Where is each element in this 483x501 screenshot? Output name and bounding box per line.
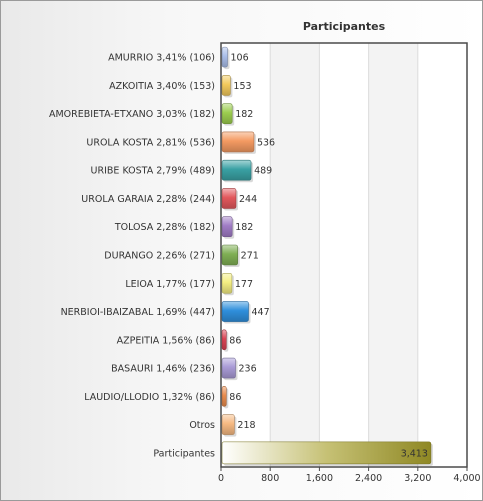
data-label: 86 — [229, 392, 241, 403]
category-label: AZKOITIA 3,40% (153) — [109, 81, 215, 92]
plot-border — [220, 42, 468, 468]
grid-band — [270, 43, 320, 467]
bar — [221, 272, 233, 294]
data-label: 218 — [237, 420, 255, 431]
bar — [221, 131, 255, 153]
bar — [221, 386, 227, 407]
bar — [221, 441, 432, 465]
category-label: BASAURI 1,46% (236) — [111, 364, 215, 375]
category-label: LAUDIO/LLODIO 1,32% (86) — [84, 392, 215, 403]
category-label: LEIOA 1,77% (177) — [125, 279, 215, 290]
category-label: DURANGO 2,26% (271) — [104, 251, 215, 262]
data-label: 271 — [241, 251, 259, 262]
category-label: UROLA KOSTA 2,81% (536) — [86, 137, 215, 148]
data-label: 3,413 — [401, 448, 428, 459]
data-label: 86 — [229, 335, 241, 346]
bar — [221, 244, 238, 266]
data-label: 153 — [233, 81, 251, 92]
data-label: 244 — [239, 194, 257, 205]
bar — [221, 46, 228, 68]
category-label: Otros — [189, 420, 215, 431]
x-tick-label: 0 — [218, 473, 224, 484]
bar — [221, 357, 236, 379]
data-label: 106 — [231, 53, 249, 64]
bar — [221, 188, 237, 209]
data-label: 236 — [239, 364, 257, 375]
plot-area: AMURRIO 3,41% (106) 106 AZKOITIA 3,40% (15… — [49, 42, 481, 484]
grid-band — [368, 43, 418, 467]
plot-background — [221, 43, 467, 467]
x-tick-label: 1,600 — [306, 473, 333, 484]
data-label: 177 — [235, 279, 253, 290]
bar — [221, 329, 227, 351]
bar — [221, 75, 231, 96]
category-label: URIBE KOSTA 2,79% (489) — [91, 166, 215, 177]
category-label: AMOREBIETA-ETXANO 3,03% (182) — [49, 109, 215, 120]
x-tick-label: 4,000 — [453, 473, 480, 484]
category-label: UROLA GARAIA 2,28% (244) — [81, 194, 215, 205]
data-label: 182 — [235, 109, 253, 120]
bar — [221, 103, 233, 124]
category-label: NERBIOI-IBAIZABAL 1,69% (447) — [61, 307, 215, 318]
bar — [221, 216, 233, 238]
x-tick-label: 800 — [261, 473, 279, 484]
chart-title: Participantes — [303, 20, 386, 33]
category-label: AZPEITIA 1,56% (86) — [117, 335, 215, 346]
category-label: TOLOSA 2,28% (182) — [114, 222, 215, 233]
bar — [221, 301, 249, 322]
data-label: 536 — [257, 137, 275, 148]
x-tick-label: 3,200 — [404, 473, 431, 484]
data-label: 182 — [235, 222, 253, 233]
data-label: 489 — [254, 166, 272, 177]
bar — [221, 414, 235, 435]
bar — [221, 159, 252, 181]
category-label: AMURRIO 3,41% (106) — [108, 53, 215, 64]
data-label: 447 — [251, 307, 269, 318]
category-label: Participantes — [153, 448, 215, 459]
x-tick-label: 2,400 — [355, 473, 382, 484]
